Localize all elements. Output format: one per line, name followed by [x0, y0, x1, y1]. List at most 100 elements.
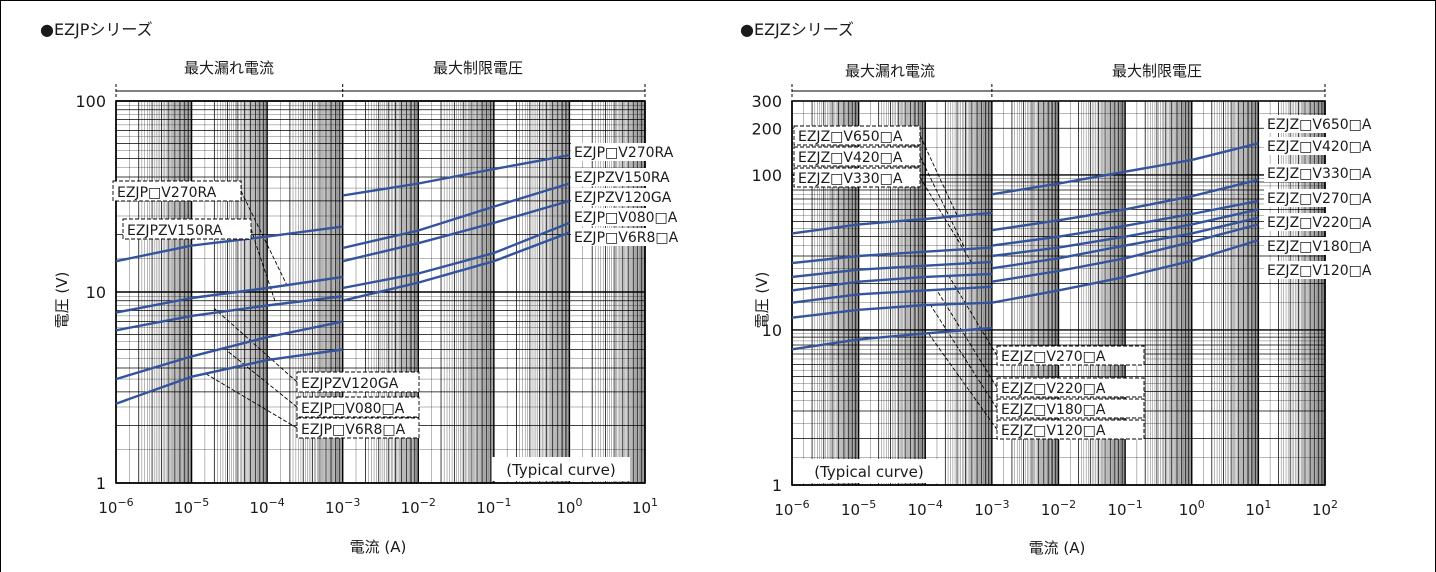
- leader-line: [930, 304, 998, 409]
- series-label-right: EZJP□V6R8□A: [574, 230, 679, 246]
- series-label-bg: [1264, 164, 1361, 182]
- curve-clamping-segment: [342, 182, 570, 250]
- leader-line: [927, 332, 998, 430]
- series-label-box: [112, 180, 242, 202]
- region-label-clamping: 最大制限電圧: [433, 59, 523, 77]
- curve-0: [791, 142, 1259, 235]
- x-tick-label: 10−6: [774, 498, 809, 519]
- series-label-box: [793, 167, 921, 188]
- chart-title: ●EZJPシリーズ: [40, 20, 153, 39]
- series-label-boxed: EZJZ□V180□A: [1001, 402, 1106, 418]
- x-tick-label: 10−2: [401, 496, 436, 517]
- label-leader-lines: [919, 135, 998, 430]
- y-tick-label: 1: [96, 474, 106, 493]
- series-label-box: [122, 218, 252, 240]
- series-label-right: EZJZ□V120□A: [1267, 263, 1372, 279]
- plot-frame: [115, 100, 646, 484]
- region-label-leakage: 最大漏れ電流: [845, 62, 935, 80]
- series-label-box: [996, 419, 1145, 440]
- series-label-boxed: EZJZ□V270□A: [1001, 349, 1106, 365]
- curve-leakage-segment: [791, 260, 992, 279]
- series-label-bg: [571, 143, 668, 161]
- curve-leakage-segment: [115, 320, 343, 381]
- curve-clamping-segment: [991, 142, 1259, 196]
- curve-leakage-segment: [115, 275, 343, 314]
- curve-leakage-segment: [115, 225, 343, 263]
- curve-2: [791, 199, 1259, 279]
- leader-line: [919, 177, 973, 264]
- x-tick-label: 10−3: [974, 498, 1009, 519]
- y-tick-label: 200: [751, 119, 782, 138]
- chart-ezjp: ●EZJPシリーズ 最大漏れ電流 最大制限電圧 EZJP□V270RA EZJPZ…: [40, 20, 679, 556]
- leader-line: [227, 350, 298, 408]
- x-tick-label: 10−5: [174, 496, 209, 517]
- series-labels: EZJP□V270RA EZJPZV150RA EZJPZV120GA EZJP□V0…: [112, 143, 679, 439]
- series-label-right: EZJPZV150RA: [574, 170, 670, 186]
- series-label-bg: [1264, 261, 1361, 279]
- x-tick-labels: 10−6 10−5 10−4 10−3 10−2 10−1 100 101: [98, 496, 658, 517]
- x-tick-label: 10−1: [1107, 498, 1142, 519]
- typical-curve-text: (Typical curve): [814, 463, 924, 481]
- curve-clamping-segment: [342, 154, 570, 197]
- series-label-box: [996, 377, 1145, 398]
- y-tick-labels: 1 10 100 200 300: [751, 92, 782, 495]
- x-tick-label: 101: [1245, 498, 1271, 519]
- series-label-bg: [571, 208, 668, 226]
- curve-leakage-segment: [791, 246, 992, 265]
- series-label-boxed: EZJZ□V220□A: [1001, 381, 1106, 397]
- curve-clamping-segment: [991, 178, 1259, 232]
- y-axis-label: 電圧 (V): [753, 272, 771, 329]
- series-label-right: EZJZ□V330□A: [1267, 166, 1372, 182]
- series-label-boxed: EZJP□V6R8□A: [301, 422, 406, 438]
- curve-leakage-segment: [115, 348, 343, 405]
- series-label-bg: [571, 168, 668, 186]
- series-label-boxed: EZJZ□V120□A: [1001, 423, 1106, 439]
- series-label-box: [793, 125, 921, 146]
- x-axis-label: 電流 (A): [1029, 539, 1086, 557]
- curve-3: [791, 208, 1259, 292]
- typical-curve-note: (Typical curve): [798, 459, 940, 483]
- x-tick-label: 10−3: [325, 496, 360, 517]
- series-label-box: [793, 146, 921, 167]
- series-label-right: EZJZ□V220□A: [1267, 215, 1372, 231]
- series-label-right: EZJP□V080□A: [574, 210, 678, 226]
- curves: [791, 142, 1259, 351]
- series-label-boxed: EZJPZV120GA: [301, 376, 399, 392]
- series-label-boxed: EZJPZV150RA: [127, 223, 223, 239]
- curve-clamping-segment: [342, 231, 570, 302]
- series-labels: EZJZ□V650□A EZJZ□V420□A EZJZ□V330□A EZJZ□V2…: [793, 115, 1372, 440]
- curve-clamping-segment: [342, 221, 570, 290]
- series-label-box: [296, 371, 420, 393]
- leader-line: [936, 290, 998, 388]
- leader-line: [919, 156, 966, 250]
- y-tick-label: 100: [75, 92, 106, 111]
- series-label-box: [296, 417, 420, 439]
- curve-6: [791, 238, 1259, 351]
- x-tick-label: 101: [632, 496, 658, 517]
- series-label-bg: [1264, 115, 1361, 133]
- series-label-boxed: EZJZ□V330□A: [798, 171, 903, 187]
- x-tick-label: 10−5: [841, 498, 876, 519]
- y-tick-labels: 1 10 100: [75, 92, 106, 493]
- leader-line: [250, 228, 277, 304]
- curve-0: [115, 154, 570, 263]
- y-tick-label: 10: [762, 321, 782, 340]
- series-label-box: [996, 398, 1145, 419]
- series-label-right: EZJPZV120GA: [574, 190, 672, 206]
- series-label-right: EZJP□V270RA: [574, 145, 674, 161]
- curves: [115, 154, 570, 405]
- curve-clamping-segment: [991, 216, 1259, 270]
- y-tick-label: 100: [751, 166, 782, 185]
- series-label-bg: [571, 188, 668, 206]
- series-label-boxed: EZJP□V080□A: [301, 401, 405, 417]
- x-tick-label: 100: [556, 496, 582, 517]
- y-tick-label: 10: [86, 283, 106, 302]
- region-label-leakage: 最大漏れ電流: [184, 59, 274, 77]
- curve-2: [115, 199, 570, 332]
- curve-4: [115, 231, 570, 405]
- series-label-bg: [1264, 237, 1361, 255]
- curve-leakage-segment: [791, 211, 993, 235]
- x-tick-label: 10−4: [908, 498, 943, 519]
- region-bracket: [791, 84, 1326, 98]
